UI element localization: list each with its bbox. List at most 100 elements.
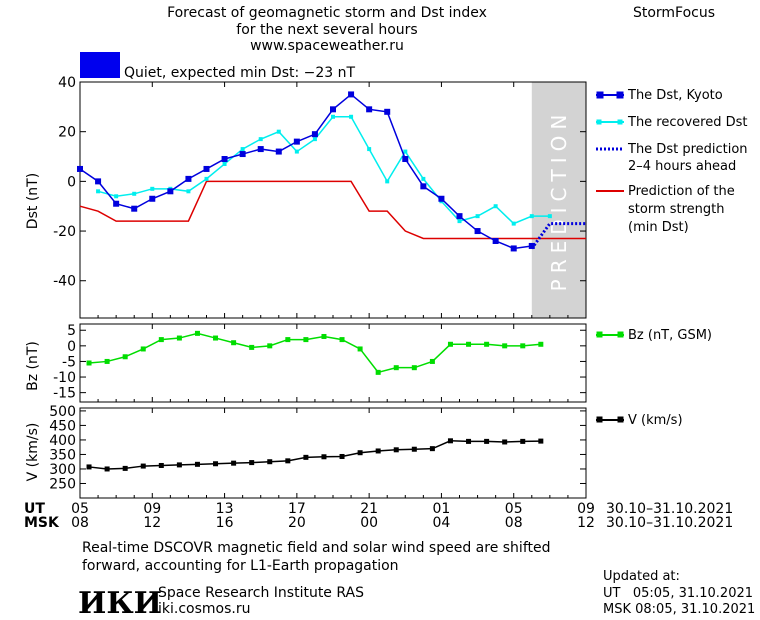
bz-point [194,330,200,336]
v-point [158,462,164,468]
recovered-dst-point [276,129,281,134]
msk-tick-label: 12 [577,515,595,531]
bz-point [520,343,526,349]
msk-date-range: 30.10–31.10.2021 [606,515,733,531]
recovered-dst-point [529,214,534,219]
kyoto-dst-point [348,91,355,98]
dst-prediction-line [530,222,586,250]
kyoto-dst-point [149,195,156,202]
bz-point [249,344,255,350]
y-tick-label: 400 [49,433,76,449]
bz-series-group [86,330,544,375]
v-point [411,446,417,452]
legend-entry-v: V (km/s) [596,413,683,428]
v-point [538,438,544,444]
bz-point [140,346,146,352]
y-tick-label: 20 [58,125,76,141]
recovered-dst-point [367,147,372,152]
recovered-dst-point [349,114,354,119]
kyoto-dst-point [420,183,427,190]
y-tick-label: 350 [49,447,76,463]
updated-ut: UT 05:05, 31.10.2021 [603,586,753,601]
legend-storm-label-3: (min Dst) [628,220,689,235]
legend-bz-marker [617,331,624,338]
msk-tick-label: 20 [288,515,306,531]
kyoto-dst-point [384,108,391,115]
bz-point [158,337,164,343]
y-tick-label: 40 [58,75,76,91]
recovered-dst-point [132,191,137,196]
kyoto-dst-point [203,165,210,172]
kyoto-dst-point [456,213,463,220]
prediction-band [531,82,586,318]
v-point [104,466,110,472]
recovered-dst-point [204,176,209,181]
legend-entry-storm-strength: Prediction of the storm strength (min Ds… [596,184,735,235]
bz-point [447,341,453,347]
legend-v-marker [617,416,624,423]
v-point [140,463,146,469]
updated-label: Updated at: [603,569,680,584]
bz-point [538,341,544,347]
bz-point [104,358,110,364]
v-y-axis-label: V (km/s) [25,423,41,482]
bz-axis-ticks: -15-10-505 [53,323,587,402]
v-point [321,454,327,460]
v-frame [79,407,587,499]
legend-prediction-label-2: 2–4 hours ahead [628,159,736,174]
ut-tick-label: 09 [143,501,161,517]
msk-tick-label: 04 [433,515,451,531]
kyoto-dst-point [113,200,120,207]
recovered-dst-point [475,214,480,219]
legend-entry-dst-prediction: The Dst prediction 2–4 hours ahead [596,142,748,174]
v-point [357,450,363,456]
ut-tick-label: 09 [577,501,595,517]
y-tick-label: 0 [67,174,76,190]
recovered-dst-point [240,147,245,152]
v-point [303,454,309,460]
ut-date-range: 30.10–31.10.2021 [606,501,733,517]
dst-panel: PREDICTION -40 -20 0 20 40 Dst (nT) [25,75,587,319]
y-tick-label: -40 [53,274,76,290]
legend-v-marker [596,416,603,423]
updated-msk: MSK 08:05, 31.10.2021 [603,602,755,617]
status-swatch [80,52,120,78]
v-point [466,438,472,444]
chart-title-line-2: for the next several hours [236,22,417,38]
ut-tick-label: 05 [71,501,89,517]
recovered-dst-point [258,137,263,142]
legend-entry-bz: Bz (nT, GSM) [596,328,712,343]
bz-point [357,346,363,352]
bz-panel: -15-10-505 Bz (nT) [25,323,587,403]
v-point [213,461,219,467]
dst-series-group [77,91,586,252]
msk-tick-label: 08 [505,515,523,531]
y-tick-label: -5 [62,354,76,370]
bz-point [411,365,417,371]
legend-storm-label-2: storm strength [628,202,725,217]
status-text: Quiet, expected min Dst: −23 nT [124,65,356,81]
legend-prediction-label-1: The Dst prediction [627,142,748,157]
y-tick-label: -15 [53,386,76,402]
chart-title-url: www.spaceweather.ru [250,38,404,54]
bz-point [213,335,219,341]
kyoto-dst-point [330,106,336,113]
legend-v-label: V (km/s) [628,413,683,428]
legend-recovered-label: The recovered Dst [627,115,747,130]
bz-point [321,333,327,339]
msk-tick-label: 12 [143,515,161,531]
v-point [285,458,291,464]
kyoto-dst-point [311,131,318,138]
bz-point [86,360,92,366]
institute-name: Space Research Institute RAS [158,585,364,601]
bz-point [303,337,309,343]
v-point [176,462,182,468]
kyoto-dst-point [77,165,83,172]
kyoto-dst-point [510,245,517,252]
v-point [339,453,345,459]
recovered-dst-point [96,189,101,194]
recovered-dst-point [114,194,119,199]
legend-entry-dst-kyoto: The Dst, Kyoto [596,88,723,103]
